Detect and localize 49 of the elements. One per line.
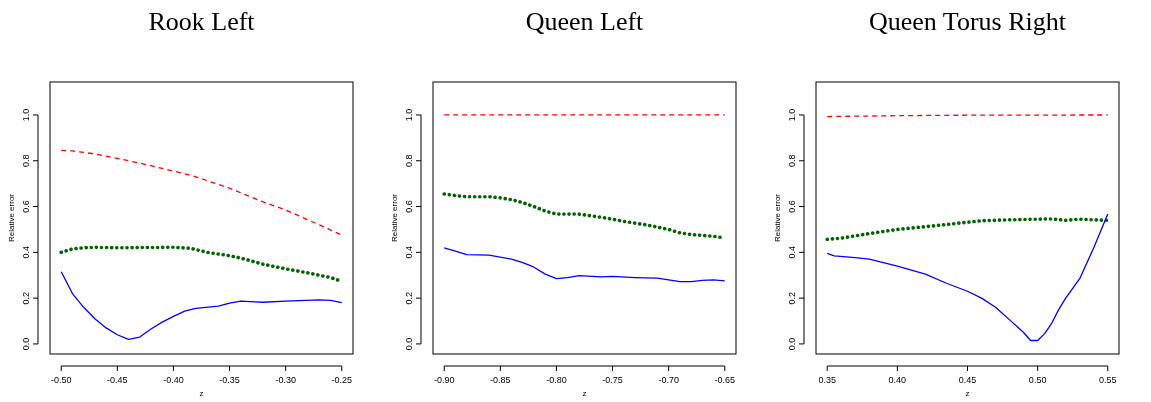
y-tick-label: 0.6 — [787, 200, 797, 213]
y-tick-label: 0.6 — [21, 200, 31, 213]
y-tick-label: 1.0 — [787, 108, 797, 122]
x-tick-label: 0.35 — [818, 375, 836, 385]
y-tick-label: 0.8 — [21, 154, 31, 168]
x-tick-label: -0.75 — [602, 375, 623, 385]
line-series — [826, 213, 1109, 342]
y-tick-label: 0.2 — [787, 291, 797, 305]
line-series — [60, 271, 343, 340]
line-series — [60, 149, 343, 236]
y-tick-label: 1.0 — [21, 108, 31, 122]
x-tick-label: -0.65 — [714, 375, 736, 385]
x-tick-label: -0.25 — [331, 375, 353, 385]
y-axis-title: Relative error — [390, 193, 399, 243]
x-tick-label: 0.40 — [888, 375, 907, 385]
y-axis-title: Relative error — [7, 193, 16, 243]
y-tick-label: 0.4 — [787, 246, 797, 259]
x-tick-label: -0.90 — [433, 375, 455, 385]
y-tick-label: 0.0 — [21, 337, 31, 351]
x-axis-title: z — [582, 389, 587, 398]
y-tick-label: 0.2 — [404, 291, 414, 305]
x-tick-label: -0.45 — [107, 375, 128, 385]
x-tick-label: -0.50 — [50, 375, 72, 385]
y-tick-label: 0.4 — [21, 246, 31, 259]
chart-title: Queen Left — [525, 7, 645, 36]
x-tick-label: 0.50 — [1028, 375, 1047, 385]
y-tick-label: 0.4 — [404, 246, 414, 259]
x-tick-label: -0.30 — [275, 375, 296, 385]
y-tick-label: 0.8 — [404, 154, 414, 168]
chart-title: Queen Torus Right — [868, 7, 1067, 36]
y-tick-label: 0.6 — [404, 200, 414, 213]
y-tick-label: 0.8 — [787, 154, 797, 168]
line-series — [443, 247, 726, 283]
chart-title: Rook Left — [148, 7, 256, 36]
y-tick-label: 0.2 — [21, 291, 31, 305]
x-tick-label: 0.45 — [958, 375, 977, 385]
y-tick-label: 0.0 — [404, 337, 414, 351]
y-tick-label: 0.0 — [787, 337, 797, 351]
x-tick-label: -0.35 — [219, 375, 240, 385]
x-tick-label: -0.85 — [490, 375, 511, 385]
x-tick-label: 0.55 — [1099, 375, 1117, 385]
x-tick-label: -0.80 — [546, 375, 567, 385]
line-series — [825, 217, 1110, 242]
x-axis-title: z — [199, 389, 204, 398]
x-tick-label: -0.70 — [658, 375, 679, 385]
x-tick-label: -0.40 — [163, 375, 184, 385]
y-axis-title: Relative error — [773, 193, 782, 243]
x-axis-title: z — [965, 389, 970, 398]
y-tick-label: 1.0 — [404, 108, 414, 122]
